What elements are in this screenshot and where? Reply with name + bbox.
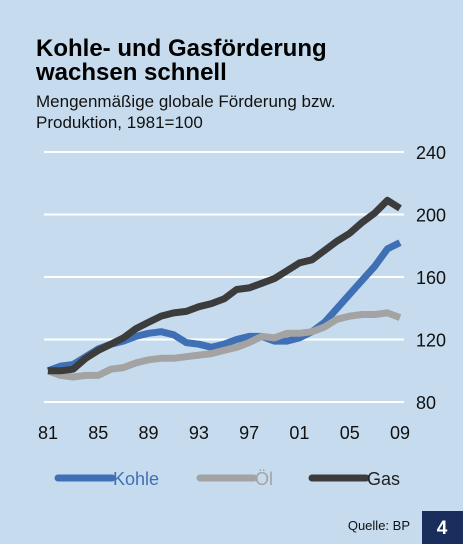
- x-tick-label: 09: [390, 423, 410, 443]
- chart-subtitle: Produktion, 1981=100: [36, 113, 203, 132]
- page-number: 4: [437, 518, 448, 539]
- x-tick-label: 89: [139, 423, 159, 443]
- chart-title: wachsen schnell: [35, 59, 227, 86]
- x-tick-label: 85: [88, 423, 108, 443]
- page-number-box: [422, 511, 463, 544]
- x-tick-label: 81: [38, 423, 58, 443]
- y-tick-label: 120: [416, 331, 446, 351]
- chart-title: Kohle- und Gasförderung: [36, 35, 327, 62]
- y-tick-label: 240: [416, 143, 446, 163]
- chart-subtitle: Mengenmäßige globale Förderung bzw.: [36, 92, 336, 111]
- legend-label: Kohle: [113, 469, 159, 489]
- line-series: [46, 309, 402, 381]
- y-tick-label: 80: [416, 393, 436, 413]
- line-series: [48, 196, 402, 375]
- x-tick-label: 05: [340, 423, 360, 443]
- x-tick-label: 93: [189, 423, 209, 443]
- legend-label: Gas: [367, 469, 400, 489]
- x-tick-label: 01: [289, 423, 309, 443]
- x-tick-label: 97: [239, 423, 259, 443]
- y-tick-label: 160: [416, 268, 446, 288]
- y-tick-label: 200: [416, 206, 446, 226]
- source: Quelle: BP: [348, 518, 410, 533]
- legend-label: Öl: [255, 469, 273, 489]
